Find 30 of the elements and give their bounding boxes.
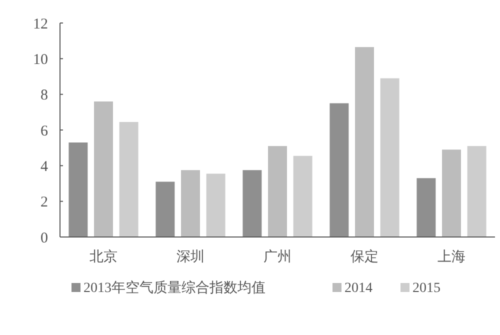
x-tick-label: 北京 <box>90 249 118 265</box>
legend-label: 2015 <box>412 281 440 296</box>
x-tick-label: 保定 <box>350 249 378 265</box>
bar <box>206 174 226 237</box>
bar <box>355 47 374 237</box>
y-tick-label: 4 <box>40 158 48 175</box>
y-tick-label: 12 <box>33 16 48 32</box>
bar <box>380 78 400 237</box>
bar <box>416 178 436 237</box>
legend-label: 2013年空气质量综合指数均值 <box>84 280 266 296</box>
y-tick-label: 6 <box>40 123 48 140</box>
bar <box>119 122 138 237</box>
bar <box>330 103 349 237</box>
x-tick-label: 广州 <box>264 249 292 265</box>
bar <box>268 146 287 237</box>
bar <box>293 156 312 237</box>
y-tick-label: 10 <box>33 52 48 68</box>
y-tick-label: 0 <box>40 230 48 246</box>
y-tick-label: 2 <box>40 194 48 211</box>
bar <box>68 142 88 237</box>
bar <box>242 170 262 237</box>
x-tick-label: 上海 <box>438 249 466 265</box>
x-tick-label: 深圳 <box>176 249 204 265</box>
bar <box>442 150 461 237</box>
bar <box>156 182 175 237</box>
legend-label: 2014 <box>344 281 372 296</box>
bar <box>181 170 200 237</box>
bar <box>94 101 113 237</box>
y-tick-label: 8 <box>40 88 48 104</box>
bar <box>467 146 486 237</box>
